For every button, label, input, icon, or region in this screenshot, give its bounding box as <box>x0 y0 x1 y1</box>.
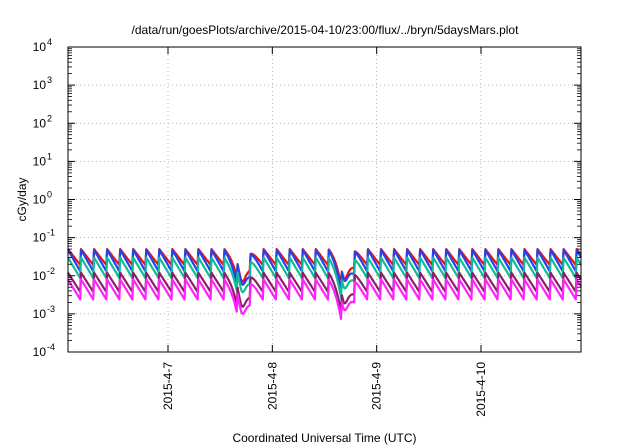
ticks <box>68 46 581 353</box>
y-tick-base: 10 <box>33 307 47 321</box>
y-tick-exponent: 1 <box>47 151 52 161</box>
y-tick-base: 10 <box>33 78 47 92</box>
y-tick-exponent: -4 <box>47 342 55 352</box>
x-tick-label: 2015-4-8 <box>265 362 279 410</box>
y-tick-exponent: 4 <box>47 37 52 47</box>
x-tick-labels: 2015-4-7 2015-4-8 2015-4-9 2015-4-10 <box>161 362 488 417</box>
grid <box>68 47 581 352</box>
y-tick-label: 10 2 <box>33 113 52 130</box>
y-tick-label: 10 -3 <box>33 304 55 321</box>
x-axis-label: Coordinated Universal Time (UTC) <box>232 431 416 445</box>
series-line <box>67 271 582 313</box>
y-axis-label: cGy/day <box>15 177 29 221</box>
y-tick-label: 10 1 <box>33 151 52 168</box>
y-tick-exponent: -1 <box>47 228 55 238</box>
y-tick-base: 10 <box>33 116 47 130</box>
x-tick-label: 2015-4-10 <box>474 362 488 417</box>
series-line <box>67 278 582 320</box>
y-tick-label: 10 -1 <box>33 228 55 245</box>
x-tick-label: 2015-4-9 <box>370 362 384 410</box>
series-line <box>67 256 582 299</box>
y-tick-base: 10 <box>33 40 47 54</box>
y-tick-base: 10 <box>33 154 47 168</box>
y-tick-exponent: 0 <box>47 190 52 200</box>
y-tick-base: 10 <box>33 345 47 359</box>
y-tick-label: 10 0 <box>33 190 52 207</box>
y-tick-label: 10 3 <box>33 75 52 92</box>
series-layer <box>67 248 582 320</box>
x-tick-label: 2015-4-7 <box>161 362 175 410</box>
y-tick-base: 10 <box>33 269 47 283</box>
y-tick-base: 10 <box>33 193 47 207</box>
y-tick-exponent: -3 <box>47 304 55 314</box>
y-tick-label: 10 -4 <box>33 342 55 359</box>
y-tick-base: 10 <box>33 231 47 245</box>
y-tick-exponent: -2 <box>47 266 55 276</box>
series-line <box>67 248 582 286</box>
chart-title: /data/run/goesPlots/archive/2015-04-10/2… <box>132 23 520 37</box>
y-tick-exponent: 3 <box>47 75 52 85</box>
y-tick-label: 10 -2 <box>33 266 55 283</box>
y-tick-exponent: 2 <box>47 113 52 123</box>
series-line <box>67 248 582 292</box>
y-tick-label: 10 4 <box>33 37 52 54</box>
